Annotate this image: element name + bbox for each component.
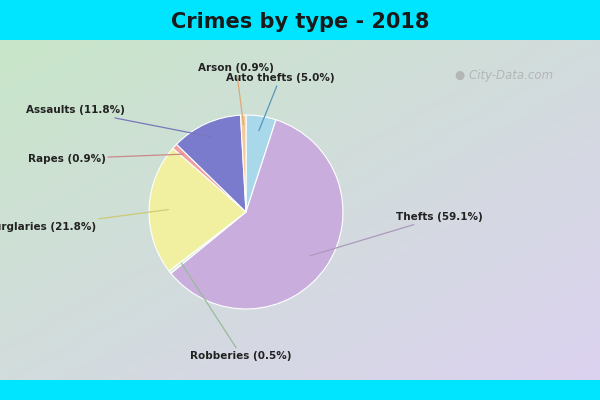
- Text: Assaults (11.8%): Assaults (11.8%): [26, 105, 212, 137]
- Wedge shape: [173, 144, 246, 212]
- Text: Robberies (0.5%): Robberies (0.5%): [181, 263, 292, 360]
- Wedge shape: [169, 212, 246, 273]
- Text: ● City-Data.com: ● City-Data.com: [455, 70, 553, 82]
- Wedge shape: [241, 115, 246, 212]
- Text: Crimes by type - 2018: Crimes by type - 2018: [171, 12, 429, 32]
- Wedge shape: [246, 115, 276, 212]
- Wedge shape: [149, 148, 246, 271]
- Text: Burglaries (21.8%): Burglaries (21.8%): [0, 210, 169, 232]
- Wedge shape: [171, 120, 343, 309]
- Text: Auto thefts (5.0%): Auto thefts (5.0%): [226, 73, 334, 130]
- Wedge shape: [176, 115, 246, 212]
- Text: Rapes (0.9%): Rapes (0.9%): [28, 154, 183, 164]
- Text: Arson (0.9%): Arson (0.9%): [199, 64, 274, 125]
- Text: Thefts (59.1%): Thefts (59.1%): [310, 212, 483, 256]
